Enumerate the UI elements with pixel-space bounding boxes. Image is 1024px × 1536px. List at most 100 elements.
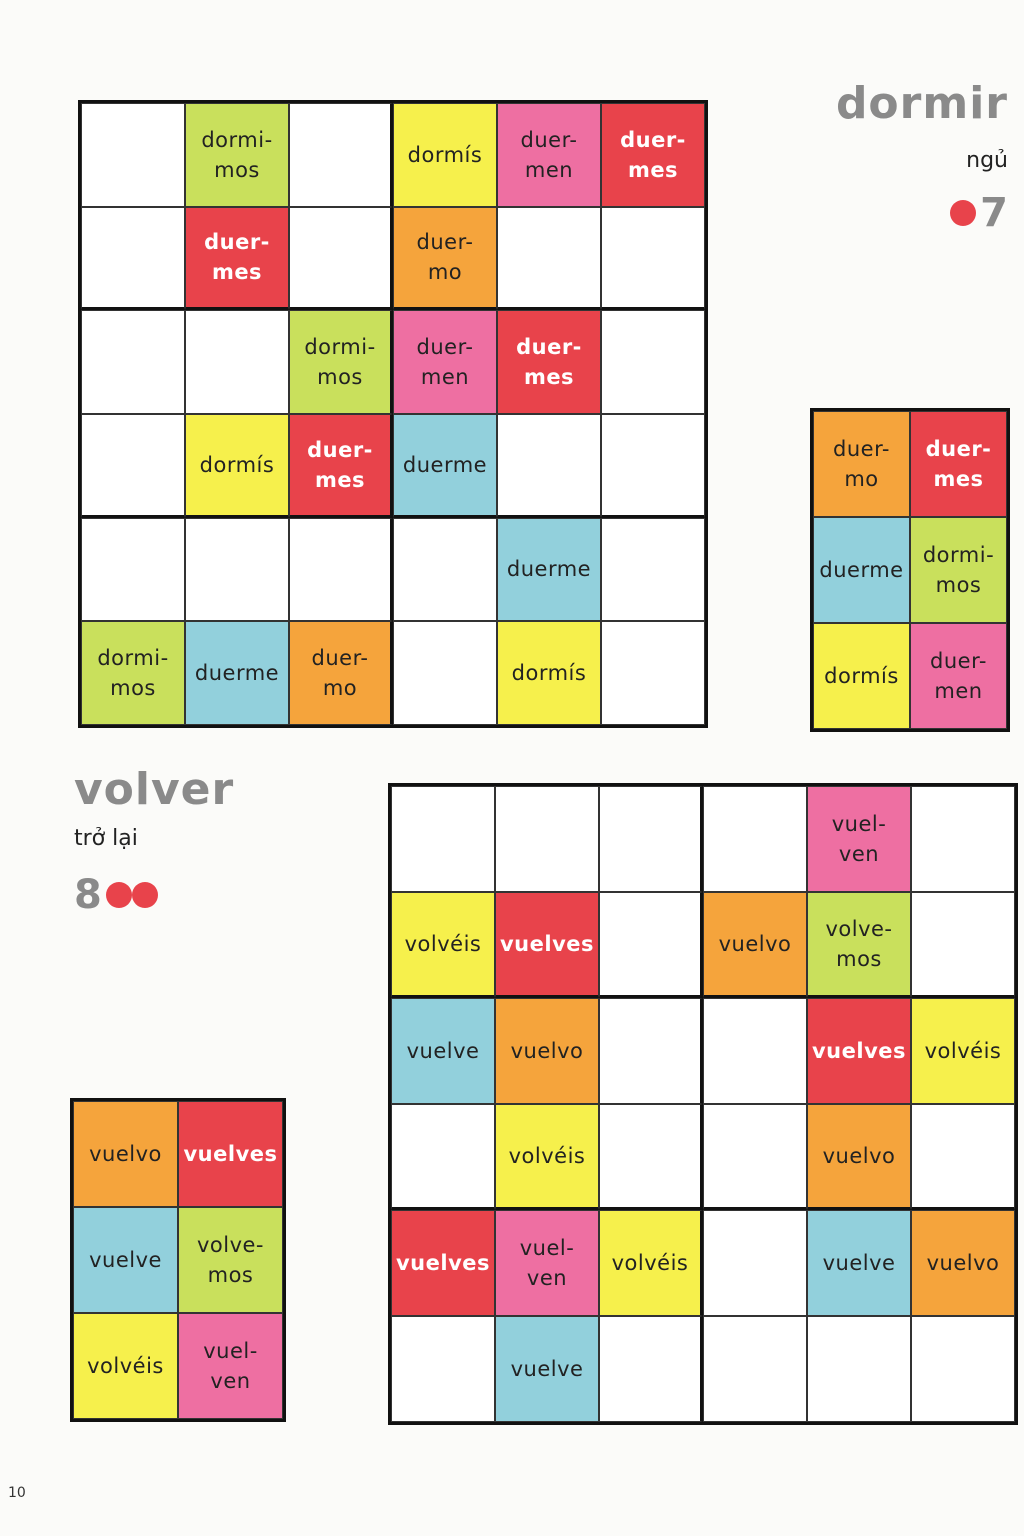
sudoku-cell-empty[interactable] (393, 517, 497, 622)
sudoku-cell-empty[interactable] (599, 1316, 703, 1422)
legend-cell: duer- men (910, 623, 1007, 729)
sudoku-cell-empty[interactable] (185, 310, 289, 414)
difficulty-dots (105, 872, 158, 918)
sudoku-cell-empty[interactable] (911, 1316, 1015, 1422)
sudoku-cell-empty[interactable] (599, 892, 703, 998)
volver-puzzle-number: 8 (74, 872, 158, 918)
dormir-puzzle-number: 7 (950, 190, 1008, 236)
sudoku-cell-filled: duer- mo (289, 621, 393, 725)
sudoku-cell-filled: duer- mes (289, 413, 393, 518)
sudoku-cell-filled: volvéis (495, 1104, 599, 1210)
sudoku-cell-empty[interactable] (393, 621, 497, 725)
difficulty-dot-icon (950, 200, 977, 226)
sudoku-cell-empty[interactable] (391, 786, 495, 892)
sudoku-cell-empty[interactable] (289, 517, 393, 622)
legend-cell: vuelves (178, 1101, 283, 1207)
sudoku-cell-filled: vuelvo (703, 892, 807, 998)
sudoku-cell-empty[interactable] (703, 786, 807, 892)
sudoku-cell-empty[interactable] (601, 310, 705, 414)
sudoku-cell-filled: vuel- ven (807, 786, 911, 892)
legend-cell: volvéis (73, 1313, 178, 1419)
sudoku-cell-filled: dormís (497, 621, 601, 725)
sudoku-cell-filled: duerme (185, 621, 289, 725)
legend-cell: duer- mes (910, 411, 1007, 517)
sudoku-cell-filled: vuel- ven (495, 1210, 599, 1316)
dormir-translation: ngủ (966, 148, 1008, 173)
sudoku-cell-empty[interactable] (391, 1316, 495, 1422)
sudoku-cell-filled: dormi- mos (185, 103, 289, 207)
sudoku-cell-empty[interactable] (185, 517, 289, 622)
sudoku-cell-empty[interactable] (599, 998, 703, 1104)
sudoku-cell-filled: duer- mes (601, 103, 705, 207)
sudoku-cell-empty[interactable] (703, 1104, 807, 1210)
sudoku-cell-empty[interactable] (497, 206, 601, 311)
legend-cell: duer- mo (813, 411, 910, 517)
sudoku-cell-filled: vuelves (495, 892, 599, 998)
sudoku-cell-filled: vuelves (391, 1210, 495, 1316)
sudoku-cell-filled: volvéis (391, 892, 495, 998)
sudoku-cell-empty[interactable] (703, 1316, 807, 1422)
sudoku-cell-empty[interactable] (81, 413, 185, 518)
legend-cell: dormís (813, 623, 910, 729)
volver-sudoku-grid: vuel- ven volvéis vuelves vuelvo volve- mos v… (388, 783, 1018, 1425)
sudoku-cell-empty[interactable] (911, 892, 1015, 998)
sudoku-cell-filled: duer- men (393, 310, 497, 414)
sudoku-cell-filled: dormi- mos (289, 310, 393, 414)
sudoku-cell-empty[interactable] (601, 621, 705, 725)
sudoku-cell-filled: vuelvo (495, 998, 599, 1104)
sudoku-cell-filled: vuelves (807, 998, 911, 1104)
sudoku-cell-filled: duer- mes (185, 206, 289, 311)
sudoku-cell-filled: duer- mo (393, 206, 497, 311)
volver-translation: trở lại (74, 826, 138, 851)
sudoku-cell-filled: duerme (497, 517, 601, 622)
sudoku-cell-filled: vuelve (807, 1210, 911, 1316)
legend-cell: vuelvo (73, 1101, 178, 1207)
puzzle-number: 8 (74, 872, 102, 918)
sudoku-cell-empty[interactable] (599, 1104, 703, 1210)
sudoku-cell-filled: volvéis (911, 998, 1015, 1104)
dormir-sudoku-grid: dormi- mos dormís duer- men duer- mes duer- … (78, 100, 708, 728)
sudoku-cell-filled: dormís (185, 413, 289, 518)
difficulty-dot-icon (131, 882, 158, 908)
sudoku-cell-empty[interactable] (81, 310, 185, 414)
sudoku-cell-filled: dormís (393, 103, 497, 207)
sudoku-cell-empty[interactable] (495, 786, 599, 892)
difficulty-dots (950, 190, 977, 236)
volver-legend: vuelvo vuelves vuelve volve- mos volvéis vuel… (70, 1098, 286, 1422)
sudoku-cell-empty[interactable] (911, 786, 1015, 892)
sudoku-cell-empty[interactable] (289, 206, 393, 311)
sudoku-cell-filled: duer- men (497, 103, 601, 207)
sudoku-cell-filled: vuelvo (807, 1104, 911, 1210)
sudoku-cell-empty[interactable] (391, 1104, 495, 1210)
legend-cell: duerme (813, 517, 910, 623)
sudoku-cell-empty[interactable] (497, 413, 601, 518)
sudoku-cell-filled: vuelve (495, 1316, 599, 1422)
sudoku-cell-filled: dormi- mos (81, 621, 185, 725)
legend-cell: vuel- ven (178, 1313, 283, 1419)
sudoku-cell-filled: vuelvo (911, 1210, 1015, 1316)
legend-cell: volve- mos (178, 1207, 283, 1313)
sudoku-cell-empty[interactable] (599, 786, 703, 892)
puzzle-number: 7 (980, 190, 1008, 236)
sudoku-cell-filled: volvéis (599, 1210, 703, 1316)
sudoku-cell-filled: duerme (393, 413, 497, 518)
sudoku-cell-empty[interactable] (703, 998, 807, 1104)
sudoku-cell-empty[interactable] (81, 103, 185, 207)
sudoku-cell-empty[interactable] (601, 413, 705, 518)
legend-cell: dormi- mos (910, 517, 1007, 623)
page-number: 10 (8, 1485, 26, 1501)
sudoku-cell-empty[interactable] (601, 517, 705, 622)
legend-cell: vuelve (73, 1207, 178, 1313)
sudoku-cell-filled: volve- mos (807, 892, 911, 998)
sudoku-cell-empty[interactable] (807, 1316, 911, 1422)
sudoku-cell-empty[interactable] (703, 1210, 807, 1316)
sudoku-cell-empty[interactable] (911, 1104, 1015, 1210)
sudoku-cell-empty[interactable] (289, 103, 393, 207)
volver-title: volver (74, 764, 235, 815)
dormir-legend: duer- mo duer- mes duerme dormi- mos dormís d… (810, 408, 1010, 732)
sudoku-cell-filled: duer- mes (497, 310, 601, 414)
sudoku-cell-empty[interactable] (601, 206, 705, 311)
sudoku-cell-filled: vuelve (391, 998, 495, 1104)
sudoku-cell-empty[interactable] (81, 206, 185, 311)
sudoku-cell-empty[interactable] (81, 517, 185, 622)
